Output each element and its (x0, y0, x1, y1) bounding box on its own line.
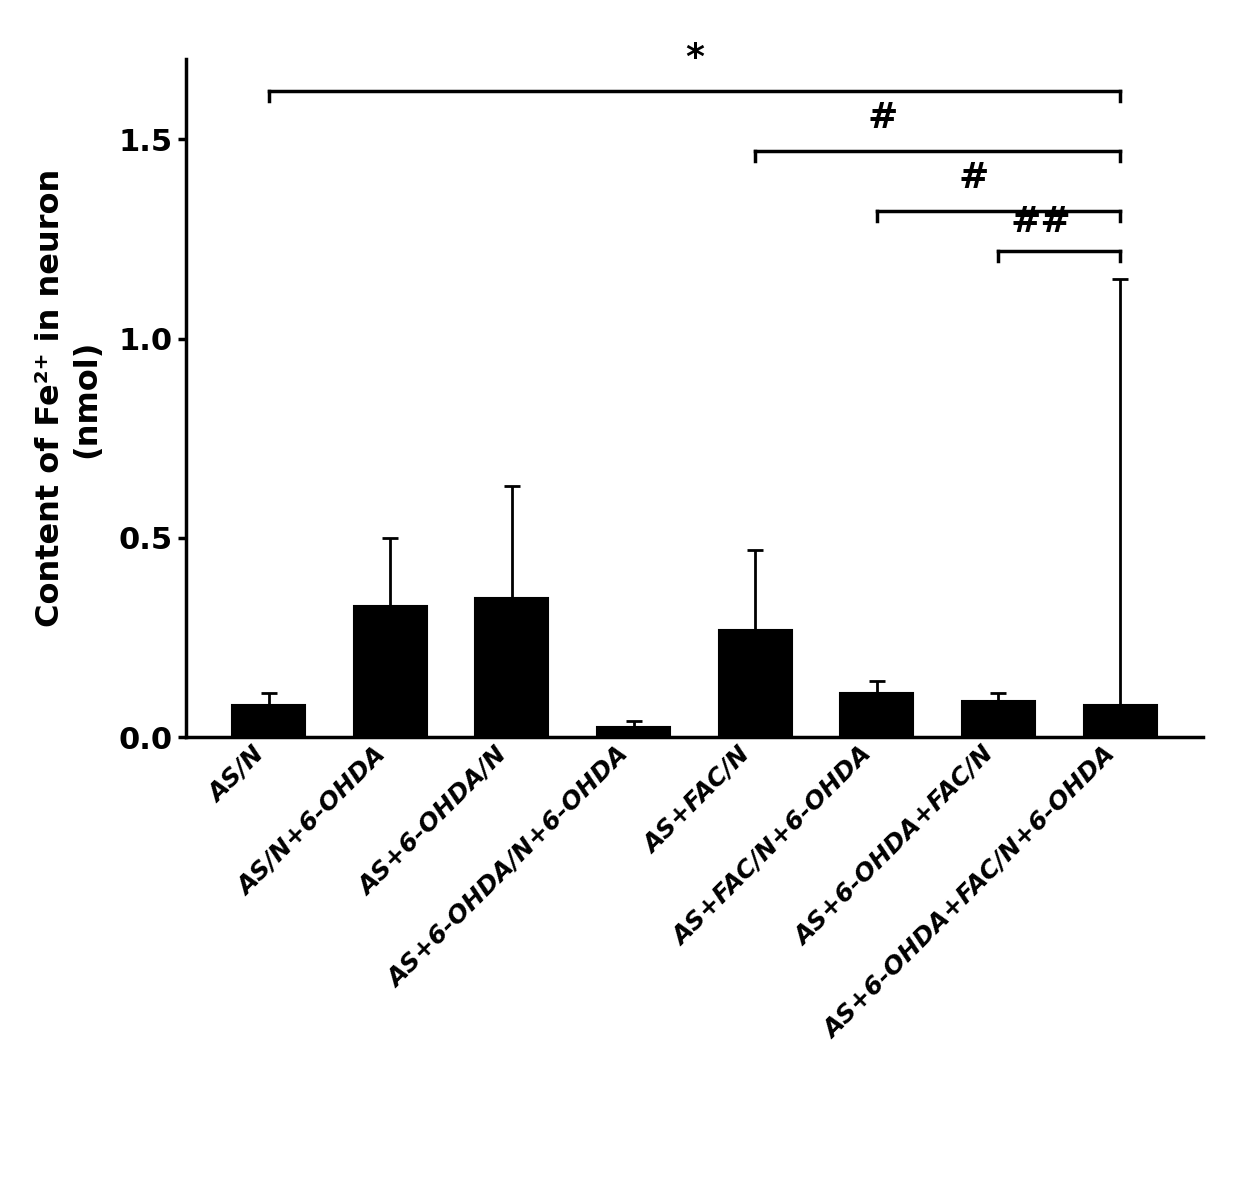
Text: *: * (684, 42, 704, 75)
Bar (353, 605, 427, 737)
Text: ##: ## (1011, 205, 1071, 239)
Bar (1084, 705, 1157, 737)
Bar (598, 728, 670, 737)
Text: #: # (868, 101, 898, 136)
Bar (841, 693, 914, 737)
Y-axis label: Content of Fe²⁺ in neuron
(nmol): Content of Fe²⁺ in neuron (nmol) (35, 169, 102, 628)
Bar (962, 702, 1035, 737)
Bar (232, 705, 305, 737)
Text: #: # (959, 161, 990, 195)
Bar (475, 598, 548, 737)
Bar (719, 629, 791, 737)
